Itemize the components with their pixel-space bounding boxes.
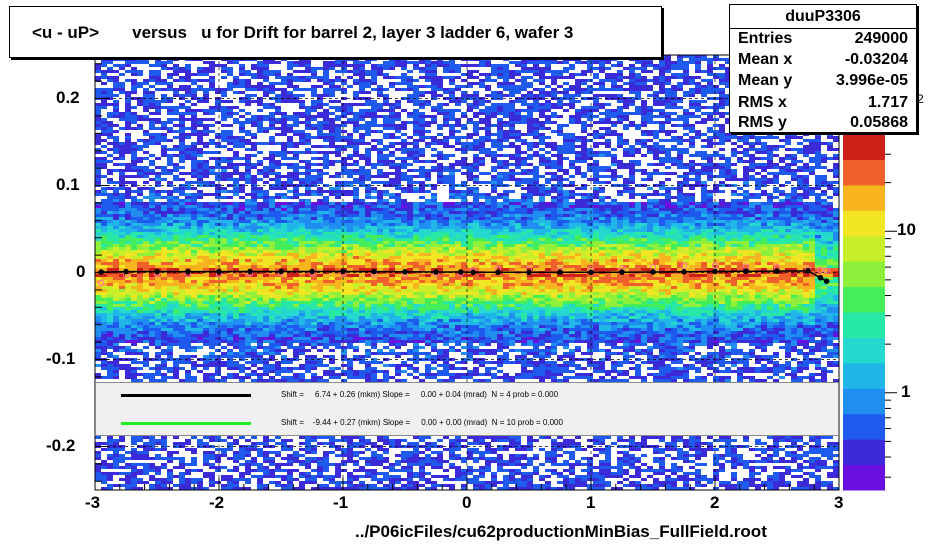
fit-line-green: [121, 422, 251, 425]
stats-name: duuP3306: [730, 5, 916, 29]
stat-value: 1.717: [867, 94, 908, 111]
profile-black-point: [743, 268, 749, 275]
stat-key: Mean x: [738, 51, 793, 68]
profile-black-point: [619, 269, 625, 275]
colorbar-label: 1: [901, 381, 911, 401]
profile-pink-point: [711, 262, 719, 269]
stat-row-mean-y: Mean y 3.996e-05: [738, 70, 908, 91]
stat-row-entries: Entries 249000: [738, 28, 908, 49]
profile-pink-point: [817, 266, 824, 274]
profile-black-point: [805, 268, 811, 274]
footer-filename: ../P06icFiles/cu62productionMinBias_Full…: [355, 522, 767, 541]
stat-key: Mean y: [738, 72, 793, 89]
fit-text-green: Shift = -9.44 + 0.27 (mkm) Slope = 0.00 …: [281, 418, 563, 427]
stat-value: -0.03204: [844, 51, 908, 68]
profile-black-point: [123, 268, 129, 275]
profile-black-point: [526, 269, 532, 276]
profile-series: [98, 262, 830, 287]
profile-black-point: [557, 269, 563, 276]
x-tick-label: 2: [710, 493, 720, 512]
stat-key: RMS x: [738, 94, 787, 111]
title-box: <u - uP> versus u for Drift for barrel 2…: [9, 6, 662, 58]
profile-black-point: [340, 268, 346, 275]
profile-black-point: [823, 278, 830, 285]
profile-black-point: [495, 269, 501, 276]
colorbar-label: 10: [897, 220, 916, 240]
stat-row-mean-x: Mean x -0.03204: [738, 49, 908, 70]
profile-black-point: [247, 268, 253, 275]
stat-row-rms-x: RMS x 1.717: [738, 92, 908, 113]
profile-black-point: [154, 268, 160, 275]
x-tick-label: 0: [462, 493, 472, 512]
colorbar-exponent: 2: [917, 92, 924, 106]
stat-row-rms-y: RMS y 0.05868: [738, 112, 908, 133]
x-tick-label: 1: [586, 493, 596, 512]
profile-black-point: [433, 269, 439, 275]
profile-black-point: [371, 268, 377, 275]
profile-pink-point: [823, 267, 830, 274]
stat-value: 249000: [854, 30, 908, 47]
profile-black-point: [309, 268, 315, 275]
x-tick-label: -3: [85, 493, 101, 512]
y-tick-label: 0.2: [56, 87, 80, 107]
profile-black-point: [650, 269, 656, 275]
profile-black-point: [588, 269, 594, 276]
profile-black-point: [458, 269, 464, 275]
profile-black-point: [402, 269, 408, 275]
profile-black-point: [98, 269, 104, 275]
y-tick-label: 0.1: [56, 174, 80, 194]
x-tick-label: 3: [834, 493, 844, 512]
profile-pink-point: [680, 262, 688, 269]
fit-line-black: [121, 394, 251, 397]
profile-pink-point: [98, 279, 105, 287]
y-tick-label: 0: [76, 261, 86, 281]
x-tick-label: -2: [209, 493, 225, 512]
y-tick-label: -0.1: [46, 348, 76, 368]
x-tick-label: -1: [333, 493, 349, 512]
stat-value: 0.05868: [850, 114, 908, 131]
profile-black-point: [185, 268, 191, 275]
profile-black-point: [817, 274, 824, 281]
profile-black-point: [216, 268, 222, 275]
chart-title: <u - uP> versus u for Drift for barrel 2…: [32, 23, 574, 42]
profile-black-point: [774, 268, 780, 274]
fit-text-black: Shift = 6.74 + 0.26 (mkm) Slope = 0.00 +…: [281, 390, 559, 399]
profile-black-point: [712, 268, 718, 275]
stat-value: 3.996e-05: [835, 72, 908, 89]
profile-black-point: [681, 269, 687, 275]
profile-black-point: [278, 268, 284, 275]
color-scale: [843, 134, 897, 491]
fit-legend: Shift = 6.74 + 0.26 (mkm) Slope = 0.00 +…: [95, 382, 839, 436]
stat-key: Entries: [738, 30, 793, 47]
profile-black-point: [470, 269, 477, 276]
y-tick-label: -0.2: [46, 435, 76, 455]
stat-key: RMS y: [738, 114, 787, 131]
stats-box: duuP3306 Entries 249000 Mean x -0.03204 …: [729, 4, 917, 133]
